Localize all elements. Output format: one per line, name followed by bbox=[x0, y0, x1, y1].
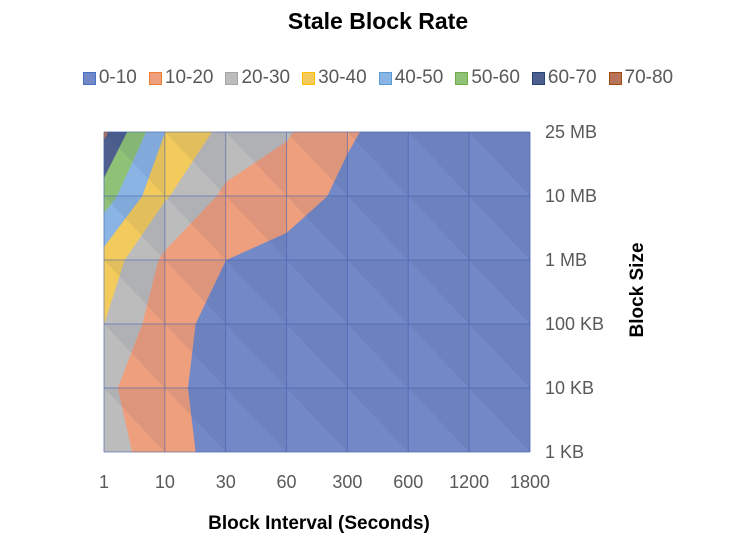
surface-facet bbox=[408, 196, 470, 260]
legend-swatch bbox=[608, 71, 622, 85]
surface-facet bbox=[286, 196, 348, 260]
surface-facet bbox=[164, 388, 226, 452]
surface-facet bbox=[104, 196, 165, 260]
legend-swatch bbox=[302, 71, 316, 85]
surface-facet bbox=[225, 196, 287, 260]
legend-swatch bbox=[82, 71, 96, 85]
legend-swatch bbox=[455, 71, 469, 85]
y-tick-label: 10 MB bbox=[545, 186, 597, 206]
legend-item: 60-70 bbox=[531, 66, 597, 90]
surface-facet bbox=[469, 324, 530, 388]
surface-facet bbox=[286, 324, 348, 388]
x-tick-label: 30 bbox=[216, 472, 236, 492]
x-axis-title: Block Interval (Seconds) bbox=[208, 513, 430, 534]
surface-facet bbox=[225, 132, 287, 196]
x-tick-label: 60 bbox=[277, 472, 297, 492]
legend-label: 10-20 bbox=[164, 67, 214, 88]
surface-facet bbox=[408, 132, 470, 196]
surface-facet bbox=[225, 260, 287, 324]
legend-label: 60-70 bbox=[547, 67, 597, 88]
x-tick-label: 10 bbox=[155, 472, 175, 492]
surface-facet bbox=[164, 260, 226, 324]
legend-label: 20-30 bbox=[241, 67, 291, 88]
surface-facet bbox=[164, 196, 226, 260]
surface-facet bbox=[225, 324, 287, 388]
chart-title: Stale Block Rate bbox=[287, 8, 469, 34]
legend-label: 50-60 bbox=[471, 67, 520, 88]
legend-swatch bbox=[148, 71, 162, 85]
y-tick-label: 1 MB bbox=[545, 250, 587, 270]
surface-facet bbox=[164, 324, 226, 388]
surface-facet bbox=[286, 260, 348, 324]
legend-swatch bbox=[225, 71, 239, 85]
y-tick-label: 100 KB bbox=[545, 314, 604, 334]
y-tick-label: 1 KB bbox=[545, 442, 584, 462]
legend-item: 50-60 bbox=[455, 66, 520, 90]
surface-facet bbox=[104, 388, 165, 452]
surface-facet bbox=[104, 324, 165, 388]
surface-facet bbox=[104, 260, 165, 324]
legend-item: 70-80 bbox=[608, 66, 674, 90]
surface-facet bbox=[347, 132, 409, 196]
legend-item: 30-40 bbox=[302, 66, 367, 90]
x-tick-label: 1800 bbox=[510, 472, 550, 492]
surface-facet bbox=[408, 388, 470, 452]
surface-facet bbox=[347, 260, 409, 324]
surface-facet bbox=[286, 132, 348, 196]
surface-facet bbox=[469, 196, 530, 260]
legend-label: 30-40 bbox=[318, 67, 367, 88]
surface-facet bbox=[408, 324, 470, 388]
surface-facet bbox=[104, 132, 165, 196]
surface-facet bbox=[408, 260, 470, 324]
x-tick-label: 1 bbox=[99, 472, 109, 492]
legend-label: 40-50 bbox=[394, 67, 444, 88]
surface-facet bbox=[347, 388, 409, 452]
x-tick-label: 600 bbox=[393, 472, 423, 492]
surface-facet bbox=[347, 196, 409, 260]
chart-legend: 0-10 10-20 20-30 30-40 40-50 50-60 60-70 70-80 bbox=[0, 66, 756, 90]
surface-facet bbox=[469, 388, 530, 452]
legend-item: 20-30 bbox=[225, 66, 290, 90]
surface-facet bbox=[225, 388, 287, 452]
legend-item: 10-20 bbox=[148, 66, 214, 90]
surface-facet bbox=[347, 324, 409, 388]
legend-item: 0-10 bbox=[82, 66, 137, 90]
surface-facet bbox=[469, 132, 530, 196]
y-tick-label: 10 KB bbox=[545, 378, 594, 398]
surface-facet bbox=[469, 260, 530, 324]
legend-label: 70-80 bbox=[624, 67, 674, 88]
surface-facet bbox=[286, 388, 348, 452]
legend-label: 0-10 bbox=[98, 67, 137, 88]
x-tick-label: 1200 bbox=[449, 472, 489, 492]
x-tick-label: 300 bbox=[332, 472, 362, 492]
legend-swatch bbox=[378, 71, 392, 85]
surface-facet bbox=[164, 132, 226, 196]
legend-item: 40-50 bbox=[378, 66, 444, 90]
legend-swatch bbox=[531, 71, 545, 85]
y-tick-label: 25 MB bbox=[545, 122, 597, 142]
y-axis-title: Block Size bbox=[627, 242, 648, 337]
